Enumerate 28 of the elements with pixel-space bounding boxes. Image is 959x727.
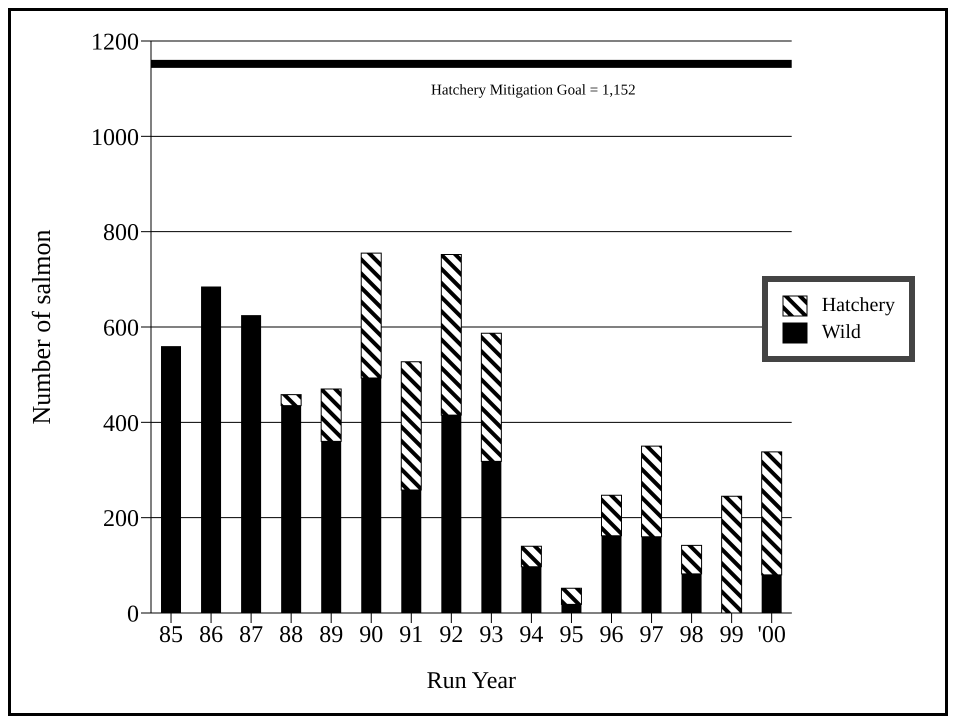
x-tick-label: 95 bbox=[559, 622, 584, 648]
y-tick-label: 200 bbox=[103, 506, 139, 532]
y-tick-label: 600 bbox=[103, 316, 139, 342]
x-tick-label: 99 bbox=[720, 622, 744, 648]
y-tick-label: 800 bbox=[103, 220, 139, 246]
x-tick-label: 93 bbox=[479, 622, 504, 648]
x-tick-label: 97 bbox=[640, 622, 664, 648]
legend-label: Hatchery bbox=[822, 294, 895, 317]
ref-line-label: Hatchery Mitigation Goal = 1,152 bbox=[431, 82, 636, 99]
x-tick-label: 86 bbox=[199, 622, 224, 648]
y-tick-label: 0 bbox=[127, 602, 139, 628]
legend-label: Wild bbox=[822, 321, 861, 344]
x-tick-label: '00 bbox=[758, 622, 786, 648]
y-axis-title: Number of salmon bbox=[27, 230, 56, 424]
x-tick-label: 91 bbox=[399, 622, 424, 648]
x-tick-label: 92 bbox=[439, 622, 464, 648]
x-tick-label: 98 bbox=[680, 622, 704, 648]
x-tick-label: 89 bbox=[319, 622, 344, 648]
y-tick-label: 1200 bbox=[91, 30, 139, 56]
x-tick-label: 85 bbox=[159, 622, 184, 648]
x-tick-label: 88 bbox=[279, 622, 304, 648]
x-tick-label: 94 bbox=[519, 622, 544, 648]
x-tick-label: 90 bbox=[359, 622, 384, 648]
x-tick-label: 87 bbox=[239, 622, 264, 648]
y-tick-label: 400 bbox=[103, 410, 139, 437]
y-tick-label: 1000 bbox=[91, 124, 139, 151]
x-tick-label: 96 bbox=[600, 622, 624, 648]
x-axis-title: Run Year bbox=[426, 668, 516, 694]
